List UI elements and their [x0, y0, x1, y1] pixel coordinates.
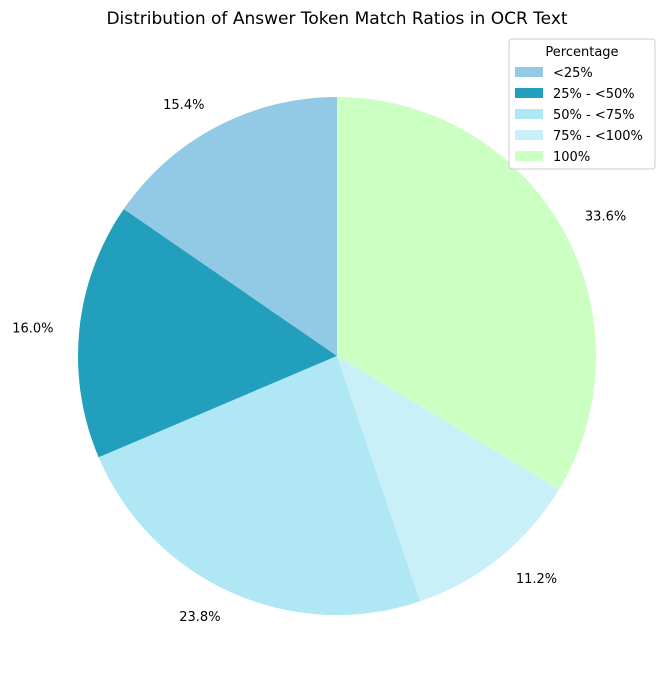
legend: Percentage <25% 25% - <50% 50% - <75% 75% -… — [508, 38, 656, 170]
legend-frame — [508, 38, 656, 170]
legend-label-100: 100% — [553, 150, 590, 165]
legend-entries: <25% 25% - <50% 50% - <75% 75% - <100% 100% — [515, 66, 643, 165]
pie-slice-25 — [123, 97, 338, 356]
pie-slice-50-75 — [98, 356, 421, 615]
legend-label-25: <25% — [553, 66, 593, 81]
pie-label-75-100: 11.2% — [516, 572, 557, 587]
pie-slices — [77, 97, 597, 615]
legend-title: Percentage — [545, 45, 618, 60]
pie-slice-25-50 — [77, 209, 337, 458]
pie-percentage-labels: 15.4% 16.0% 23.8% 11.2% 33.6% — [12, 98, 626, 625]
pie-label-25: 15.4% — [163, 98, 204, 113]
legend-swatch-50-75 — [515, 109, 543, 119]
legend-label-50-75: 50% - <75% — [553, 108, 635, 123]
legend-swatch-100 — [515, 151, 543, 161]
legend-label-75-100: 75% - <100% — [553, 129, 643, 144]
legend-swatch-75-100 — [515, 130, 543, 140]
legend-swatch-25 — [515, 67, 543, 77]
pie-slice-75-100 — [337, 356, 560, 602]
legend-label-25-50: 25% - <50% — [553, 87, 635, 102]
pie-label-100: 33.6% — [585, 210, 626, 225]
pie-label-25-50: 16.0% — [12, 321, 53, 336]
legend-swatch-25-50 — [515, 88, 543, 98]
chart-title: Distribution of Answer Token Match Ratio… — [106, 9, 567, 29]
pie-label-50-75: 23.8% — [179, 610, 220, 625]
pie-slice-100 — [337, 97, 597, 490]
